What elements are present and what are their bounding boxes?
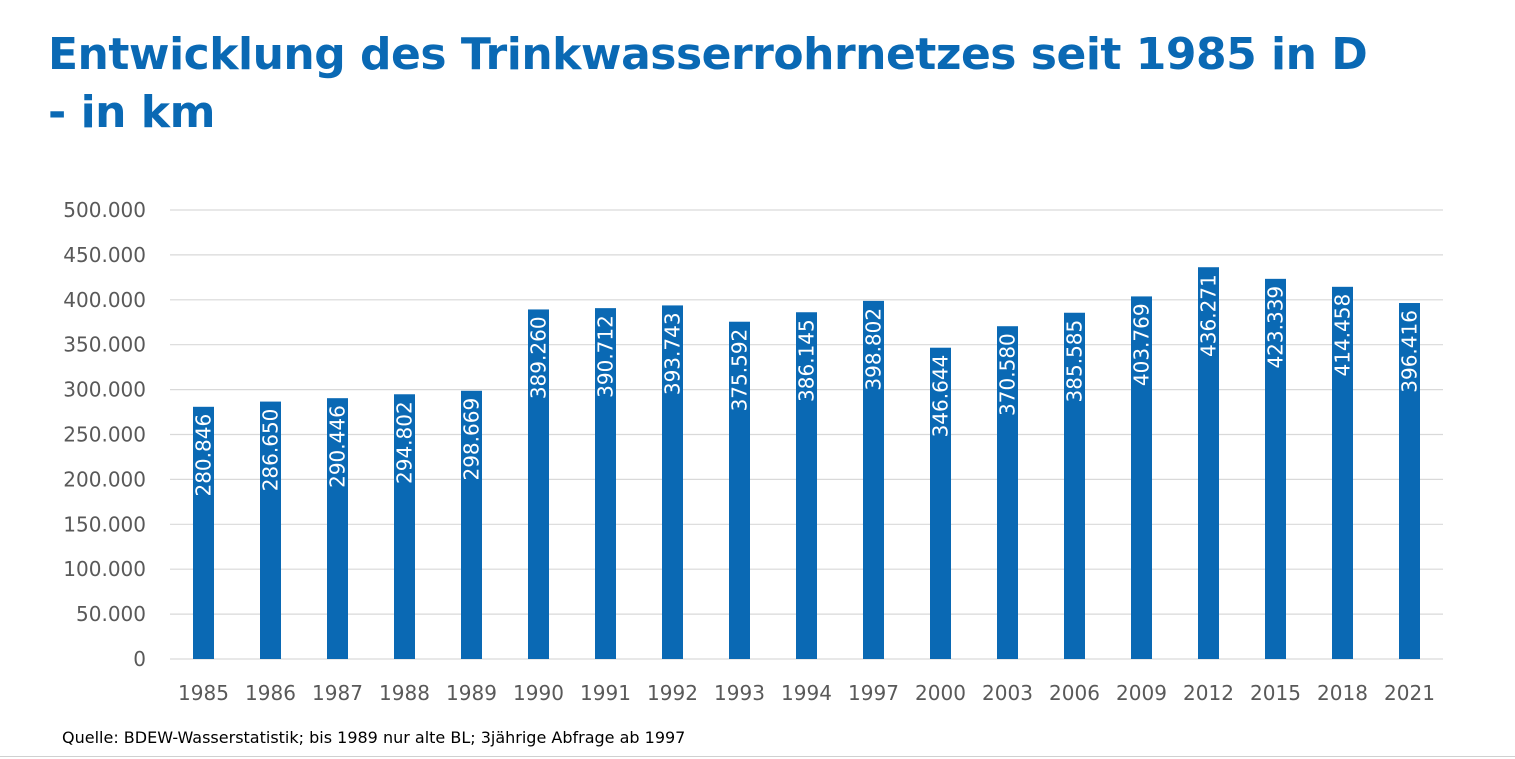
bar-1992	[662, 305, 683, 659]
chart-title: Entwicklung des Trinkwasserrohrnetzes se…	[48, 26, 1468, 142]
bar-2012	[1198, 267, 1219, 659]
x-tick-label: 1987	[312, 681, 363, 705]
bar-value-label: 370.580	[996, 333, 1020, 416]
x-axis-tick-labels: 1985 1986 1987 1988 1989 1990 1991 1992 1993 1994…	[178, 681, 1435, 705]
bar-2009	[1131, 296, 1152, 659]
bar-1997	[863, 300, 884, 659]
bar-value-label: 385.585	[1063, 320, 1087, 403]
bars: 280.846 286.650 290.446 294.802 298.669 389.2…	[192, 267, 1422, 659]
bar-1988	[394, 394, 415, 659]
bar-2015	[1265, 278, 1286, 659]
bar-1985	[193, 406, 214, 659]
x-tick-label: 2012	[1183, 681, 1234, 705]
bar-chart: 0 50.000 100.000 150.000 200.000 250.000 300.0…	[63, 198, 1443, 705]
chart-title-line-1: Entwicklung des Trinkwasserrohrnetzes se…	[48, 29, 1368, 80]
bar-value-label: 290.446	[326, 405, 350, 488]
x-tick-label: 1994	[781, 681, 832, 705]
bar-value-label: 346.644	[929, 355, 953, 438]
bar-2021	[1399, 303, 1420, 659]
x-tick-label: 1997	[848, 681, 899, 705]
x-tick-label: 1988	[379, 681, 430, 705]
bar-1990	[528, 309, 549, 659]
bottom-divider	[0, 756, 1515, 757]
bar-value-label: 423.339	[1264, 286, 1288, 369]
y-tick-label: 250.000	[63, 423, 146, 447]
y-tick-label: 0	[133, 647, 146, 671]
bar-1993	[729, 321, 750, 659]
bar-1986	[260, 401, 281, 659]
x-tick-label: 1985	[178, 681, 229, 705]
bar-1987	[327, 398, 348, 659]
x-tick-label: 1993	[714, 681, 765, 705]
bar-value-label: 396.416	[1398, 310, 1422, 393]
y-tick-label: 200.000	[63, 467, 146, 491]
bar-value-label: 294.802	[393, 401, 417, 484]
x-tick-label: 2003	[982, 681, 1033, 705]
y-tick-label: 350.000	[63, 333, 146, 357]
y-tick-label: 300.000	[63, 378, 146, 402]
bar-1994	[796, 312, 817, 659]
bar-value-label: 298.669	[460, 398, 484, 481]
bar-value-label: 386.145	[795, 319, 819, 402]
x-tick-label: 2000	[915, 681, 966, 705]
x-tick-label: 2015	[1250, 681, 1301, 705]
x-tick-label: 1986	[245, 681, 296, 705]
x-tick-label: 1992	[647, 681, 698, 705]
y-tick-label: 150.000	[63, 512, 146, 536]
bar-value-label: 403.769	[1130, 303, 1154, 386]
bar-value-label: 393.743	[661, 312, 685, 395]
x-tick-label: 1990	[513, 681, 564, 705]
bar-1991	[595, 308, 616, 659]
bar-value-label: 389.260	[527, 316, 551, 399]
chart-title-line-2: - in km	[48, 87, 215, 138]
bar-2006	[1064, 312, 1085, 659]
x-tick-label: 2021	[1384, 681, 1435, 705]
source-note: Quelle: BDEW-Wasserstatistik; bis 1989 n…	[62, 728, 686, 747]
x-tick-label: 2009	[1116, 681, 1167, 705]
bar-value-label: 436.271	[1197, 274, 1221, 357]
y-tick-label: 50.000	[76, 602, 146, 626]
y-tick-label: 500.000	[63, 198, 146, 222]
bar-value-label: 280.846	[192, 414, 216, 497]
x-tick-label: 1991	[580, 681, 631, 705]
y-tick-label: 100.000	[63, 557, 146, 581]
bar-value-label: 286.650	[259, 409, 283, 492]
bar-value-label: 414.458	[1331, 294, 1355, 377]
bar-value-label: 398.802	[862, 308, 886, 391]
x-tick-label: 2018	[1317, 681, 1368, 705]
y-axis-tick-labels: 0 50.000 100.000 150.000 200.000 250.000 300.0…	[63, 198, 146, 671]
bar-value-label: 375.592	[728, 329, 752, 412]
bar-2003	[997, 326, 1018, 659]
y-tick-label: 450.000	[63, 243, 146, 267]
bar-value-label: 390.712	[594, 315, 618, 398]
bar-2000	[930, 347, 951, 659]
bar-1989	[461, 390, 482, 659]
x-tick-label: 2006	[1049, 681, 1100, 705]
x-tick-label: 1989	[446, 681, 497, 705]
y-tick-label: 400.000	[63, 288, 146, 312]
bar-2018	[1332, 286, 1353, 659]
